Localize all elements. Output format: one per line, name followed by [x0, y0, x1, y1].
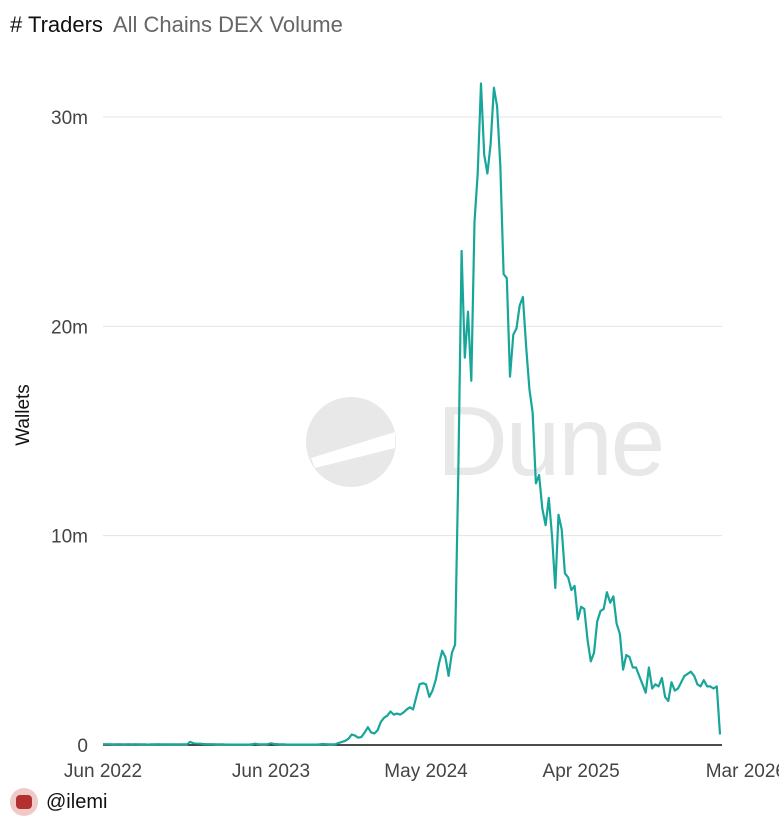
y-tick-label: 20m: [51, 317, 88, 338]
y-axis-title: Wallets: [13, 384, 34, 446]
dune-logo-icon: [306, 396, 396, 487]
y-tick-label: 30m: [51, 108, 88, 129]
avatar[interactable]: [10, 788, 38, 816]
chart-title: # Traders: [10, 12, 103, 37]
x-tick-label: May 2024: [384, 761, 468, 782]
y-tick-label: 0: [77, 736, 88, 757]
series-line-wallets: [103, 82, 722, 746]
x-axis-ticks: Jun 2022 Jun 2023 May 2024 Apr 2025 Mar 2026: [64, 761, 779, 782]
watermark-text: Dune: [437, 386, 665, 496]
dune-watermark: Dune: [305, 385, 665, 498]
y-tick-label: 10m: [51, 527, 88, 548]
y-axis-ticks: 0 10m 20m 30m: [51, 108, 88, 757]
x-tick-label: Mar 2026: [706, 761, 779, 782]
chart-subtitle: All Chains DEX Volume: [112, 12, 343, 37]
footer: @ilemi: [10, 788, 107, 816]
chart-header: # Traders All Chains DEX Volume: [10, 12, 343, 38]
author-handle[interactable]: @ilemi: [46, 790, 108, 813]
x-tick-label: Jun 2022: [64, 761, 142, 782]
grid-lines: [103, 116, 722, 537]
x-tick-label: Apr 2025: [543, 761, 620, 782]
x-tick-label: Jun 2023: [232, 761, 310, 782]
